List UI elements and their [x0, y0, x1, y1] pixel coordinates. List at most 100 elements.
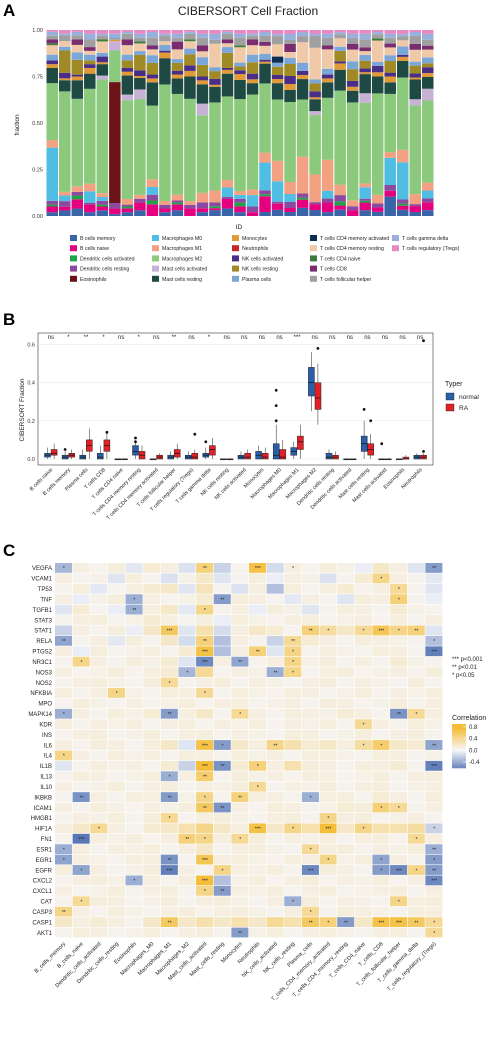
heatmap-cell — [55, 750, 73, 761]
row-label: NR3C1 — [32, 660, 52, 666]
heatmap-cell — [55, 729, 73, 740]
heatmap-cell — [125, 875, 143, 886]
bar-segment — [371, 32, 384, 35]
heatmap-cell — [407, 594, 425, 605]
heatmap-cell — [354, 573, 372, 584]
significance-label: ns — [188, 335, 194, 341]
bar-segment — [284, 202, 296, 208]
heatmap-star: ** — [432, 868, 436, 874]
heatmap-cell — [284, 667, 302, 677]
colorbar-step — [452, 737, 466, 739]
colorbar-tick-label: 0.8 — [469, 725, 478, 731]
bar-segment — [409, 99, 421, 106]
heatmap-cell — [407, 885, 425, 896]
heatmap-cell — [143, 833, 161, 844]
heatmap-star: *** — [378, 920, 384, 926]
bar-segment — [359, 102, 371, 184]
bar-segment — [209, 30, 221, 34]
heatmap-cell — [231, 729, 249, 740]
heatmap-cell — [390, 635, 408, 646]
bar-segment — [259, 35, 271, 42]
column-label: B_cells_memory — [34, 941, 68, 975]
bar-segment — [396, 203, 409, 206]
heatmap-cell — [231, 927, 249, 938]
heatmap-cell — [390, 823, 408, 834]
heatmap-cell — [213, 625, 231, 636]
heatmap-cell — [107, 875, 125, 886]
bar-segment — [171, 62, 184, 71]
bar-segment — [284, 212, 296, 216]
bar-segment — [384, 55, 396, 61]
heatmap-cell — [319, 917, 337, 927]
heatmap-star: ** — [203, 806, 207, 812]
heatmap-cell — [125, 729, 143, 740]
heatmap-cell — [196, 906, 214, 917]
heatmap-star: * — [292, 670, 294, 676]
heatmap-cell — [72, 563, 90, 573]
heatmap-cell — [372, 813, 390, 823]
heatmap-cell — [337, 875, 355, 886]
heatmap-cell — [319, 865, 337, 875]
heatmap-cell — [125, 688, 143, 698]
bar-segment — [271, 34, 284, 37]
heatmap-cell — [231, 781, 249, 792]
bar-segment — [184, 41, 196, 49]
heatmap-cell — [301, 906, 319, 917]
heatmap-cell — [178, 573, 196, 584]
outlier-point — [380, 442, 384, 446]
bar-segment — [359, 202, 371, 211]
bar-segment — [259, 162, 271, 191]
legend-swatch — [310, 245, 317, 252]
heatmap-cell — [337, 667, 355, 677]
bar-segment — [321, 159, 334, 191]
bar-segment — [46, 147, 59, 201]
colorbar-step — [452, 764, 466, 767]
bar-segment — [321, 49, 334, 69]
heatmap-cell — [196, 927, 214, 938]
heatmap-cell — [354, 906, 372, 917]
bar-segment — [334, 184, 346, 196]
bar-segment — [84, 212, 96, 216]
bar-segment — [184, 39, 196, 42]
bar-segment — [234, 70, 246, 75]
bar-segment — [359, 74, 371, 94]
heatmap-cell — [284, 625, 302, 636]
bar-segment — [96, 64, 109, 76]
heatmap-cell — [231, 583, 249, 594]
heatmap-cell — [231, 875, 249, 886]
bar-segment — [109, 41, 121, 51]
bar-segment — [96, 33, 109, 36]
bar-segment — [371, 34, 384, 39]
bar-segment — [259, 152, 271, 163]
heatmap-cell — [213, 646, 231, 657]
bar-segment — [284, 52, 296, 58]
bar-segment — [71, 35, 84, 40]
bar-segment — [359, 187, 371, 199]
heatmap-cell — [301, 719, 319, 730]
bar-segment — [409, 61, 421, 66]
heatmap-cell — [407, 896, 425, 907]
bar-segment — [346, 86, 359, 91]
heatmap-cell — [213, 719, 231, 730]
heatmap-cell — [354, 927, 372, 938]
heatmap-star: * — [398, 629, 400, 635]
heatmap-star: *** — [202, 879, 208, 885]
heatmap-cell — [425, 625, 443, 636]
heatmap-cell — [213, 750, 231, 761]
heatmap-star: * — [416, 837, 418, 843]
bar-segment — [209, 67, 221, 72]
heatmap-cell — [178, 844, 196, 855]
bar-segment — [371, 65, 384, 73]
colorbar-step — [452, 760, 466, 762]
bar-segment — [171, 194, 184, 201]
bar-segment — [359, 93, 371, 103]
bar-segment — [309, 202, 321, 205]
heatmap-cell — [249, 906, 267, 917]
chart-b-legend-title: Typer — [445, 381, 463, 388]
legend-label: B cells naive — [80, 246, 109, 252]
heatmap-cell — [107, 844, 125, 855]
heatmap-cell — [160, 844, 178, 855]
heatmap-cell — [390, 719, 408, 730]
x-tick-label: NK cells activated — [214, 467, 248, 501]
heatmap-cell — [390, 875, 408, 886]
